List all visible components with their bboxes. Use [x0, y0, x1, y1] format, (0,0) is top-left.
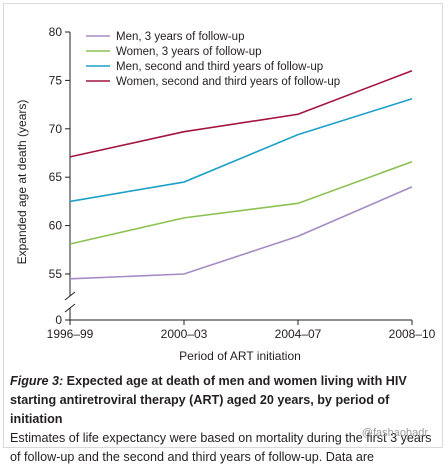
- series-line-1: [69, 186, 413, 280]
- plot-area: 0 55 60 65 70 75 80 1996–99 2000–03 2004–07 2008–1…: [12, 12, 442, 402]
- legend-label-1: Men, 3 years of follow-up: [116, 31, 244, 43]
- y-tick-label: 60: [49, 219, 63, 233]
- watermark: @fashaohadr: [361, 427, 428, 439]
- y-tick-label: 70: [49, 122, 63, 136]
- legend-label-3: Men, second and third years of follow-up: [116, 61, 323, 73]
- y-tick-label: 55: [49, 267, 63, 281]
- axes: 0 55 60 65 70 75 80 1996–99 2000–03 2004–07 2008–1…: [47, 25, 436, 341]
- x-tick-label: 2000–03: [161, 327, 208, 341]
- x-tick-label: 2008–10: [389, 327, 436, 341]
- figure-label: Figure 3:: [10, 374, 64, 388]
- life-expectancy-chart: 0 55 60 65 70 75 80 1996–99 2000–03 2004–07 2008–1…: [15, 25, 436, 363]
- y-axis-label: Expanded age at death (years): [15, 100, 29, 265]
- series-line-4: [69, 69, 413, 158]
- x-tick-label: 2004–07: [275, 327, 322, 341]
- series-line-3: [69, 98, 413, 203]
- figure-caption: Figure 3: Expected age at death of men a…: [10, 372, 440, 467]
- series-line-2: [69, 160, 413, 245]
- y-tick-label: 80: [49, 25, 63, 39]
- y-tick-label: 65: [49, 170, 63, 184]
- figure-title: Expected age at death of men and women l…: [10, 374, 407, 426]
- figure: 0 55 60 65 70 75 80 1996–99 2000–03 2004–07 2008–1…: [3, 3, 443, 464]
- y-tick-label: 0: [55, 313, 62, 327]
- axis-break-mark: [64, 291, 76, 301]
- series-lines: [69, 69, 413, 280]
- axis-break-mark: [64, 303, 76, 313]
- x-tick-label: 1996–99: [47, 327, 94, 341]
- x-axis-label: Period of ART initiation: [179, 349, 301, 363]
- legend-label-4: Women, second and third years of follow-…: [116, 76, 340, 88]
- legend: Men, 3 years of follow-up Women, 3 years …: [86, 31, 340, 88]
- legend-label-2: Women, 3 years of follow-up: [116, 46, 262, 58]
- y-tick-label: 75: [49, 73, 63, 87]
